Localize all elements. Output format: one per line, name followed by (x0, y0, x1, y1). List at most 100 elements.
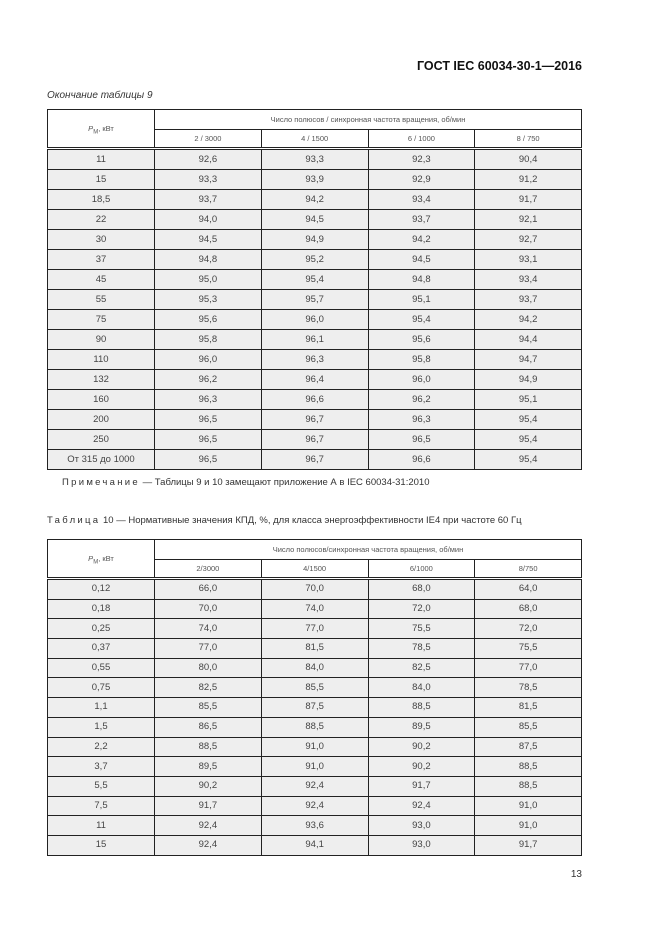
efficiency-cell: 92,3 (367, 147, 476, 170)
column-header: 2 / 3000 (154, 129, 262, 149)
power-cell: 22 (47, 209, 155, 230)
efficiency-cell: 82,5 (367, 657, 476, 679)
efficiency-cell: 89,5 (154, 756, 262, 777)
power-cell: 75 (47, 309, 155, 330)
efficiency-cell: 96,4 (260, 369, 369, 390)
power-subscript: M (93, 129, 99, 135)
table-10: PM, кВт Число полюсов/синхронная частота… (47, 539, 582, 856)
efficiency-cell: 85,5 (154, 697, 262, 718)
efficiency-cell: 77,0 (154, 638, 262, 659)
efficiency-cell: 74,0 (260, 598, 369, 620)
efficiency-cell: 90,2 (367, 756, 476, 777)
efficiency-cell: 91,7 (154, 795, 262, 817)
power-unit: , кВт (98, 123, 114, 133)
efficiency-cell: 93,3 (154, 169, 262, 190)
efficiency-cell: 87,5 (260, 697, 369, 718)
table-9: PM, кВт Число полюсов / синхронная часто… (47, 109, 582, 470)
power-cell: 0,37 (47, 638, 155, 659)
efficiency-cell: 96,5 (154, 409, 262, 430)
table-row: 0,75 82,5 85,5 84,0 78,5 (47, 677, 582, 699)
efficiency-cell: 84,0 (260, 657, 369, 679)
efficiency-cell: 95,4 (474, 429, 582, 450)
page-number: 13 (570, 868, 582, 880)
efficiency-cell: 77,0 (474, 657, 582, 679)
efficiency-cell: 94,9 (474, 369, 582, 390)
efficiency-cell: 88,5 (260, 716, 369, 738)
efficiency-cell: 93,4 (367, 189, 476, 210)
efficiency-cell: 91,2 (474, 169, 582, 190)
table-row: 30 94,5 94,9 94,2 92,7 (47, 229, 582, 250)
power-cell: 15 (47, 834, 155, 856)
efficiency-cell: 93,7 (367, 209, 476, 230)
table-row: 7,5 91,7 92,4 92,4 91,0 (47, 795, 582, 817)
table-row: 22 94,0 94,5 93,7 92,1 (47, 209, 582, 230)
efficiency-cell: 95,1 (474, 389, 582, 410)
table-row: 0,18 70,0 74,0 72,0 68,0 (47, 598, 582, 620)
efficiency-cell: 90,2 (154, 775, 262, 797)
efficiency-cell: 93,6 (260, 815, 369, 836)
efficiency-cell: 94,8 (367, 269, 476, 290)
table9-caption: Окончание таблицы 9 (47, 90, 153, 101)
efficiency-cell: 72,0 (367, 598, 476, 620)
efficiency-cell: 88,5 (154, 736, 262, 758)
efficiency-cell: 90,2 (367, 736, 476, 758)
efficiency-cell: 81,5 (260, 638, 369, 659)
efficiency-cell: 96,0 (154, 349, 262, 370)
efficiency-cell: 93,7 (154, 189, 262, 210)
power-subscript: M (93, 559, 99, 565)
efficiency-cell: 94,8 (154, 249, 262, 270)
efficiency-cell: 95,2 (260, 249, 369, 270)
efficiency-cell: 95,4 (260, 269, 369, 290)
power-cell: 18,5 (47, 189, 155, 210)
column-header: 8/750 (474, 559, 582, 579)
efficiency-cell: 95,3 (154, 289, 262, 310)
table-row: 132 96,2 96,4 96,0 94,9 (47, 369, 582, 390)
efficiency-cell: 94,2 (474, 309, 582, 330)
efficiency-cell: 96,5 (154, 449, 262, 470)
table-row: 15 93,3 93,9 92,9 91,2 (47, 169, 582, 190)
efficiency-cell: 88,5 (367, 697, 476, 718)
efficiency-cell: 93,4 (474, 269, 582, 290)
table-row: 1,1 85,5 87,5 88,5 81,5 (47, 697, 582, 718)
power-cell: 2,2 (47, 736, 155, 758)
efficiency-cell: 96,6 (260, 389, 369, 410)
efficiency-cell: 93,0 (367, 834, 476, 856)
power-cell: 37 (47, 249, 155, 270)
efficiency-cell: 70,0 (154, 598, 262, 620)
efficiency-cell: 95,8 (154, 329, 262, 350)
efficiency-cell: 94,2 (260, 189, 369, 210)
column-header: 4/1500 (260, 559, 369, 579)
efficiency-cell: 92,4 (260, 795, 369, 817)
table10-title: Таблица 10 — Нормативные значения КПД, %… (47, 514, 582, 527)
efficiency-cell: 77,0 (260, 618, 369, 640)
power-cell: 1,1 (47, 697, 155, 718)
table-row: 90 95,8 96,1 95,6 94,4 (47, 329, 582, 350)
efficiency-cell: 82,5 (154, 677, 262, 699)
efficiency-cell: 68,0 (474, 598, 582, 620)
efficiency-cell: 95,1 (367, 289, 476, 310)
table-row: 110 96,0 96,3 95,8 94,7 (47, 349, 582, 370)
efficiency-cell: 96,2 (154, 369, 262, 390)
efficiency-cell: 80,0 (154, 657, 262, 679)
efficiency-cell: 91,7 (474, 189, 582, 210)
power-cell: 11 (47, 815, 155, 836)
efficiency-cell: 81,5 (474, 697, 582, 718)
table-row: 75 95,6 96,0 95,4 94,2 (47, 309, 582, 330)
power-cell: 30 (47, 229, 155, 250)
power-cell: 15 (47, 169, 155, 190)
efficiency-cell: 85,5 (474, 716, 582, 738)
power-cell: 1,5 (47, 716, 155, 738)
table-row: 11 92,4 93,6 93,0 91,0 (47, 815, 582, 836)
efficiency-cell: 64,0 (474, 577, 582, 600)
efficiency-cell: 91,0 (474, 815, 582, 836)
note: Примечание — Таблицы 9 и 10 замещают при… (47, 476, 582, 489)
efficiency-cell: 94,2 (367, 229, 476, 250)
efficiency-cell: 86,5 (154, 716, 262, 738)
table-row: 200 96,5 96,7 96,3 95,4 (47, 409, 582, 430)
column-header: 6/1000 (367, 559, 476, 579)
efficiency-cell: 70,0 (260, 577, 369, 600)
efficiency-cell: 95,4 (367, 309, 476, 330)
power-cell: От 315 до 1000 (47, 449, 155, 470)
power-cell: 250 (47, 429, 155, 450)
efficiency-cell: 84,0 (367, 677, 476, 699)
